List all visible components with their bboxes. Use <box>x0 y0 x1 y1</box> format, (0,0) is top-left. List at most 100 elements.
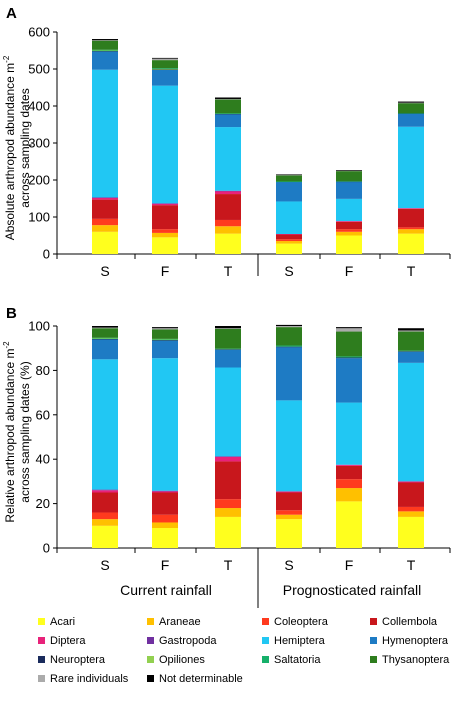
y-tick-label: 200 <box>28 173 50 188</box>
bar-segment-diptera <box>92 490 118 493</box>
legend-swatch-rare-individuals <box>38 675 45 682</box>
bar-segment-coleoptera <box>215 219 241 227</box>
bar-segment-hymenoptera <box>92 51 118 70</box>
bar-segment-rare-individuals <box>92 327 118 329</box>
bar-segment-hemiptera <box>215 367 241 457</box>
bar-segment-coleoptera <box>276 510 302 515</box>
bar-segment-araneae <box>276 514 302 520</box>
bar-segment-hymenoptera <box>215 114 241 128</box>
bar-segment-thysanoptera <box>276 327 302 346</box>
y-tick-label: 20 <box>36 496 50 511</box>
bar-segment-hymenoptera <box>215 349 241 368</box>
bar-segment-acari <box>92 231 118 254</box>
bar-segment-thysanoptera <box>276 175 302 182</box>
bar-segment-araneae <box>92 225 118 232</box>
bar-segment-saltatoria <box>215 348 241 350</box>
panel-a-ylabel: Absolute arthropod abundance m-2 <box>2 55 17 240</box>
bar-segment-neuroptera <box>215 113 241 115</box>
bar-segment-gastropoda <box>152 203 178 204</box>
bar-segment-neuroptera <box>152 339 178 341</box>
bar-segment-diptera <box>336 221 362 222</box>
bar-segment-collembola <box>152 205 178 230</box>
bar-segment-collembola <box>336 221 362 230</box>
bar-segment-thysanoptera <box>215 99 241 114</box>
legend-label-acari: Acari <box>50 616 75 628</box>
bar-segment-rare-individuals <box>398 102 424 104</box>
category-label: S <box>100 557 109 573</box>
bar-segment-thysanoptera <box>215 328 241 349</box>
bar-segment-coleoptera <box>336 479 362 489</box>
bar-segment-opiliones <box>152 339 178 341</box>
category-label: F <box>345 557 354 573</box>
legend-label-thysanoptera: Thysanoptera <box>382 654 450 666</box>
bar-segment-rare-individuals <box>276 174 302 176</box>
bar-segment-hemiptera <box>92 69 118 198</box>
bar-segment-rare-individuals <box>215 98 241 100</box>
bar-segment-collembola <box>276 492 302 511</box>
bar-segment-acari <box>92 525 118 548</box>
legend-swatch-collembola <box>370 618 377 625</box>
bar-segment-rare-individuals <box>152 58 178 61</box>
bar-segment-araneae <box>152 232 178 238</box>
bar-segment-neuroptera <box>398 351 424 352</box>
bar-segment-collembola <box>398 208 424 228</box>
bar-segment-hemiptera <box>336 198 362 222</box>
bar-segment-hemiptera <box>276 201 302 235</box>
bar-segment-hemiptera <box>276 400 302 492</box>
bar-segment-araneae <box>215 226 241 234</box>
legend-swatch-coleoptera <box>262 618 269 625</box>
bar-segment-saltatoria <box>92 337 118 339</box>
bar-segment-neuroptera <box>215 349 241 350</box>
bar-segment-hemiptera <box>336 402 362 465</box>
bar-segment-collembola <box>398 482 424 507</box>
bar-segment-opiliones <box>92 338 118 340</box>
bar-segment-araneae <box>152 522 178 529</box>
category-label: S <box>284 263 293 279</box>
bar-segment-araneae <box>398 229 424 234</box>
bar-segment-coleoptera <box>152 514 178 523</box>
bar-segment-coleoptera <box>92 512 118 520</box>
bar-segment-thysanoptera <box>152 329 178 339</box>
bar-segment-not-determinable <box>276 174 302 176</box>
bar-segment-neuroptera <box>92 50 118 52</box>
category-label: F <box>161 557 170 573</box>
y-tick-label: 40 <box>36 452 50 467</box>
bar-segment-not-determinable <box>152 327 178 329</box>
legend-swatch-araneae <box>147 618 154 625</box>
bar-segment-saltatoria <box>336 181 362 182</box>
y-tick-label: 0 <box>43 541 50 556</box>
bar-segment-saltatoria <box>152 68 178 69</box>
bar-segment-neuroptera <box>398 113 424 114</box>
panel-b-chart: 0 20 40 60 80 100 S F T S F T <box>28 319 451 608</box>
bar-segment-neuroptera <box>152 69 178 70</box>
bar-segment-neuroptera <box>336 357 362 359</box>
bar-segment-not-determinable <box>215 326 241 329</box>
bar-segment-not-determinable <box>276 324 302 326</box>
bar-segment-hymenoptera <box>398 351 424 363</box>
bar-segment-acari <box>215 233 241 254</box>
bar-segment-coleoptera <box>92 218 118 226</box>
bar-segment-saltatoria <box>276 345 302 347</box>
panel-a-chart: 0 100 200 300 400 500 600 S F T S F T <box>28 25 451 279</box>
bar-segment-opiliones <box>92 50 118 52</box>
bar-segment-diptera <box>152 203 178 206</box>
bar-segment-hemiptera <box>398 362 424 482</box>
bar-segment-coleoptera <box>336 229 362 232</box>
bar-segment-collembola <box>336 465 362 480</box>
bar-segment-coleoptera <box>276 239 302 242</box>
legend-swatch-gastropoda <box>147 637 154 644</box>
bar-segment-neuroptera <box>276 346 302 348</box>
bar-segment-acari <box>336 235 362 254</box>
legend-label-diptera: Diptera <box>50 635 86 647</box>
bar-segment-not-determinable <box>92 39 118 41</box>
bar-segment-hemiptera <box>92 359 118 490</box>
legend-label-gastropoda: Gastropoda <box>159 635 217 647</box>
bar-segment-neuroptera <box>336 181 362 183</box>
bar-segment-araneae <box>276 241 302 244</box>
legend-swatch-thysanoptera <box>370 656 377 663</box>
bar-segment-araneae <box>215 508 241 517</box>
legend-label-coleoptera: Coleoptera <box>274 616 329 628</box>
bar-segment-hymenoptera <box>152 340 178 359</box>
bar-segment-coleoptera <box>152 229 178 233</box>
